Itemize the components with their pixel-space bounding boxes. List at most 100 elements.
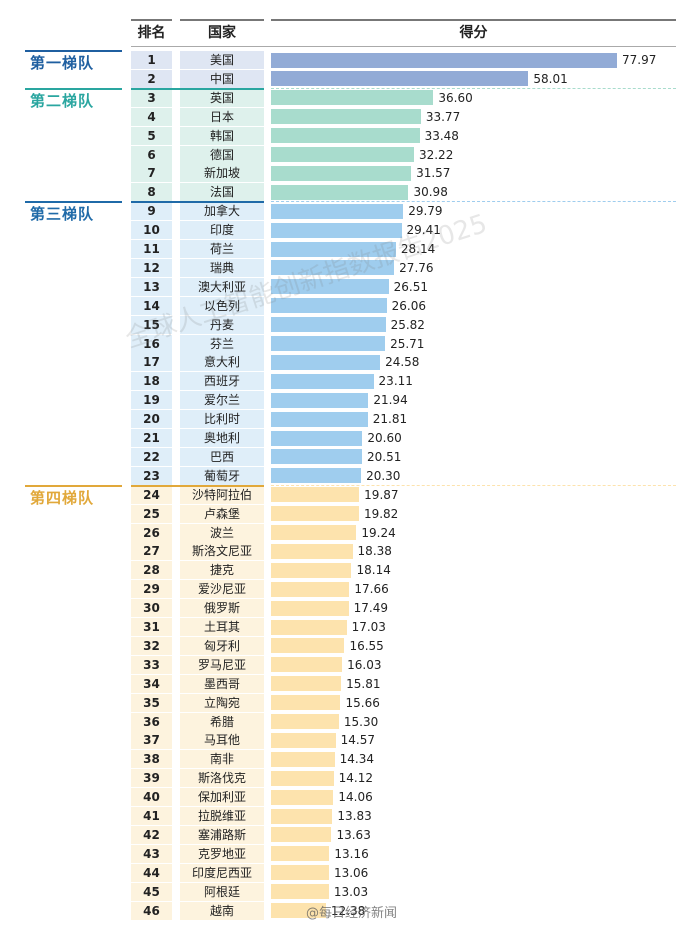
score-label: 19.87 — [364, 487, 399, 502]
tier-rule — [25, 50, 122, 52]
tier-separator — [131, 484, 264, 487]
score-bar — [271, 525, 357, 540]
rank-cell: 32 — [131, 636, 172, 655]
country-label: 葡萄牙 — [180, 466, 264, 485]
score-label: 29.41 — [406, 223, 441, 238]
rank-cell: 28 — [131, 561, 172, 580]
rank-cell: 19 — [131, 391, 172, 410]
score-bar — [271, 279, 389, 295]
rank-cell: 40 — [131, 788, 172, 807]
rank-cell: 36 — [131, 712, 172, 731]
rank-cell: 3 — [131, 88, 172, 107]
country-label: 越南 — [180, 901, 264, 920]
score-label: 18.14 — [356, 563, 391, 578]
score-label: 28.14 — [400, 242, 436, 256]
country-label: 巴西 — [180, 447, 264, 466]
score-label: 13.83 — [337, 809, 372, 823]
tier-separator — [131, 87, 264, 90]
score-label: 14.06 — [338, 790, 373, 805]
tier-rule — [25, 87, 122, 90]
country-label: 瑞典 — [180, 258, 264, 277]
country-label: 波兰 — [180, 523, 264, 542]
rank-cell: 7 — [131, 164, 172, 183]
header-country: 国家 — [208, 25, 236, 41]
country-label: 爱尔兰 — [180, 391, 264, 410]
country-label: 芬兰 — [180, 334, 264, 353]
score-bar — [271, 241, 396, 257]
score-label: 21.94 — [373, 393, 408, 408]
rank-cell: 45 — [131, 882, 172, 901]
country-label: 塞浦路斯 — [180, 825, 264, 844]
rank-cell: 1 — [131, 51, 172, 69]
country-label: 阿根廷 — [180, 882, 264, 901]
score-bar — [271, 506, 359, 522]
tier-label: 第四梯队 — [30, 488, 95, 507]
rank-cell: 4 — [131, 107, 172, 126]
rank-cell: 11 — [131, 240, 172, 258]
country-label: 英国 — [180, 88, 264, 107]
score-label: 23.11 — [378, 374, 413, 389]
score-label: 21.81 — [372, 412, 408, 427]
score-label: 36.60 — [438, 90, 473, 105]
tier-label: 第二梯队 — [30, 91, 95, 110]
country-label: 匈牙利 — [180, 636, 264, 655]
score-bar — [271, 543, 353, 559]
score-bar — [271, 109, 421, 125]
score-bar — [271, 751, 335, 767]
score-bar — [271, 317, 386, 333]
rank-cell: 26 — [131, 523, 172, 542]
score-bar — [271, 903, 326, 918]
score-bar — [271, 695, 341, 711]
rank-cell: 44 — [131, 863, 172, 882]
score-label: 29.79 — [408, 204, 443, 219]
score-bar — [271, 336, 386, 351]
score-label: 19.82 — [363, 506, 399, 521]
score-label: 15.81 — [346, 676, 381, 691]
score-bar — [271, 676, 342, 692]
country-label: 意大利 — [180, 353, 264, 372]
score-label: 17.03 — [351, 620, 386, 634]
country-label: 荷兰 — [180, 240, 264, 258]
score-label: 13.16 — [334, 846, 369, 861]
country-label: 比利时 — [180, 410, 264, 429]
country-label: 印度 — [180, 221, 264, 240]
country-label: 保加利亚 — [180, 788, 264, 807]
score-bar — [271, 789, 334, 805]
rank-cell: 18 — [131, 372, 172, 391]
country-label: 卢森堡 — [180, 504, 264, 523]
tier-dashed-divider — [271, 201, 676, 203]
score-label: 26.51 — [393, 279, 428, 294]
score-label: 20.30 — [366, 468, 401, 483]
score-label: 25.71 — [390, 336, 425, 351]
score-label: 18.38 — [357, 544, 392, 559]
tier-dashed-divider — [271, 87, 676, 89]
country-label: 奥地利 — [180, 429, 264, 447]
rank-cell: 9 — [131, 202, 172, 221]
score-bar — [271, 52, 617, 68]
country-label: 南非 — [180, 750, 264, 769]
score-bar — [271, 657, 343, 673]
score-bar — [271, 619, 347, 635]
score-label: 30.98 — [413, 185, 448, 200]
country-label: 澳大利亚 — [180, 277, 264, 296]
country-label: 中国 — [180, 69, 264, 88]
score-label: 13.63 — [336, 827, 371, 842]
score-bar — [271, 846, 330, 862]
country-label: 捷克 — [180, 561, 264, 580]
score-label: 13.06 — [333, 865, 369, 880]
country-label: 马耳他 — [180, 731, 264, 750]
country-label: 沙特阿拉伯 — [180, 485, 264, 504]
score-bar — [271, 128, 420, 144]
score-bar — [271, 392, 369, 408]
country-label: 斯洛文尼亚 — [180, 542, 264, 561]
score-bar — [271, 184, 409, 200]
country-label: 土耳其 — [180, 618, 264, 636]
rank-cell: 24 — [131, 485, 172, 504]
score-bar — [271, 487, 360, 503]
rank-cell: 31 — [131, 618, 172, 636]
tier-dashed-divider — [271, 484, 676, 486]
score-bar — [271, 714, 339, 729]
header-underline — [131, 46, 676, 47]
country-label: 拉脱维亚 — [180, 807, 264, 825]
header-rank: 排名 — [137, 25, 166, 41]
